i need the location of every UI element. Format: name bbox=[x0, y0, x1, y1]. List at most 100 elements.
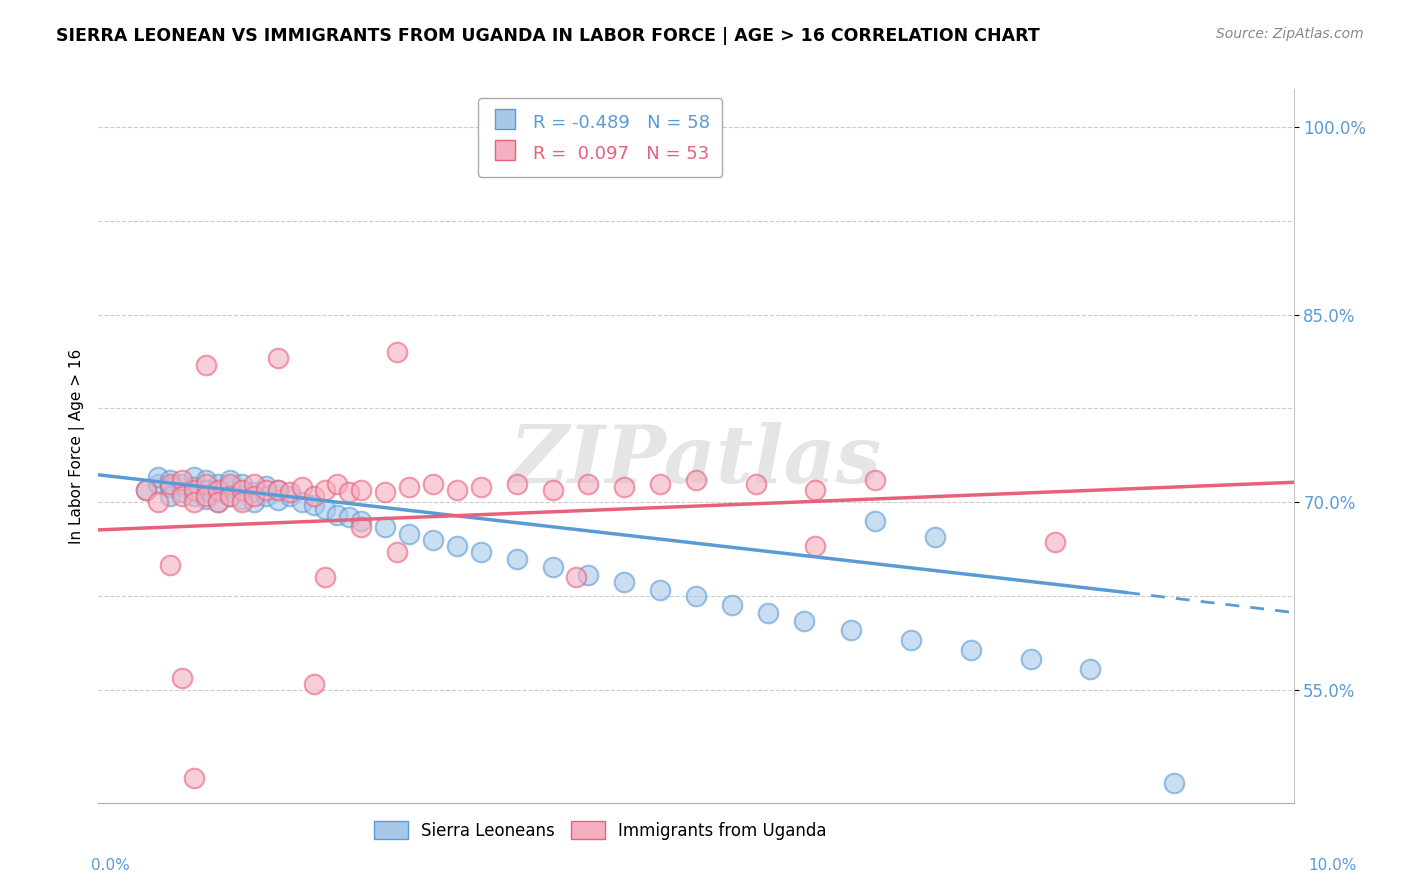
Point bbox=[900, 633, 922, 648]
Point bbox=[195, 489, 218, 503]
Point bbox=[207, 485, 229, 500]
Point bbox=[231, 483, 253, 497]
Point bbox=[302, 489, 325, 503]
Point bbox=[231, 483, 253, 497]
Point bbox=[613, 480, 636, 494]
Point bbox=[207, 495, 229, 509]
Point bbox=[278, 485, 301, 500]
Point bbox=[756, 606, 779, 620]
Point bbox=[470, 480, 492, 494]
Text: 0.0%: 0.0% bbox=[91, 858, 131, 872]
Point bbox=[148, 470, 170, 484]
Point bbox=[172, 489, 194, 503]
Point bbox=[315, 570, 337, 584]
Point bbox=[195, 483, 218, 497]
Point bbox=[183, 470, 205, 484]
Point bbox=[446, 539, 468, 553]
Point bbox=[254, 479, 277, 493]
Point bbox=[219, 476, 242, 491]
Legend: Sierra Leoneans, Immigrants from Uganda: Sierra Leoneans, Immigrants from Uganda bbox=[366, 814, 835, 848]
Point bbox=[231, 476, 253, 491]
Point bbox=[1019, 652, 1042, 666]
Point bbox=[398, 480, 420, 494]
Point bbox=[159, 480, 181, 494]
Text: SIERRA LEONEAN VS IMMIGRANTS FROM UGANDA IN LABOR FORCE | AGE > 16 CORRELATION C: SIERRA LEONEAN VS IMMIGRANTS FROM UGANDA… bbox=[56, 27, 1040, 45]
Text: ZIPatlas: ZIPatlas bbox=[510, 422, 882, 499]
Point bbox=[315, 483, 337, 497]
Point bbox=[339, 485, 361, 500]
Point bbox=[183, 480, 205, 494]
Point bbox=[804, 483, 827, 497]
Point bbox=[207, 483, 229, 497]
Point bbox=[721, 598, 744, 612]
Point bbox=[207, 495, 229, 509]
Point bbox=[506, 551, 529, 566]
Point bbox=[506, 476, 529, 491]
Point bbox=[960, 643, 983, 657]
Y-axis label: In Labor Force | Age > 16: In Labor Force | Age > 16 bbox=[69, 349, 84, 543]
Point bbox=[183, 771, 205, 785]
Point bbox=[302, 677, 325, 691]
Point bbox=[254, 489, 277, 503]
Point bbox=[172, 485, 194, 500]
Point bbox=[685, 473, 707, 487]
Point bbox=[172, 473, 194, 487]
Point bbox=[135, 483, 157, 497]
Point bbox=[613, 575, 636, 590]
Point bbox=[350, 520, 373, 534]
Point bbox=[219, 480, 242, 494]
Point bbox=[350, 483, 373, 497]
Point bbox=[374, 520, 396, 534]
Point bbox=[565, 570, 588, 584]
Point bbox=[302, 498, 325, 512]
Point bbox=[172, 476, 194, 491]
Point bbox=[195, 476, 218, 491]
Point bbox=[470, 545, 492, 559]
Text: Source: ZipAtlas.com: Source: ZipAtlas.com bbox=[1216, 27, 1364, 41]
Point bbox=[219, 489, 242, 503]
Point bbox=[219, 489, 242, 503]
Point bbox=[339, 510, 361, 524]
Point bbox=[745, 476, 768, 491]
Point bbox=[398, 526, 420, 541]
Point bbox=[315, 501, 337, 516]
Point bbox=[183, 495, 205, 509]
Point bbox=[841, 623, 863, 637]
Point bbox=[865, 514, 887, 528]
Point bbox=[326, 476, 349, 491]
Point bbox=[267, 483, 290, 497]
Point bbox=[231, 495, 253, 509]
Point bbox=[650, 476, 672, 491]
Point bbox=[148, 495, 170, 509]
Point bbox=[243, 485, 266, 500]
Point bbox=[578, 476, 600, 491]
Point bbox=[243, 495, 266, 509]
Point bbox=[326, 508, 349, 522]
Point bbox=[865, 473, 887, 487]
Point bbox=[446, 483, 468, 497]
Point bbox=[183, 483, 205, 497]
Point bbox=[267, 492, 290, 507]
Point bbox=[195, 358, 218, 372]
Point bbox=[1080, 662, 1102, 676]
Point bbox=[385, 545, 409, 559]
Point bbox=[159, 489, 181, 503]
Point bbox=[183, 489, 205, 503]
Point bbox=[135, 483, 157, 497]
Point bbox=[793, 614, 815, 628]
Point bbox=[243, 476, 266, 491]
Point bbox=[159, 558, 181, 572]
Point bbox=[243, 489, 266, 503]
Point bbox=[267, 351, 290, 366]
Point bbox=[159, 476, 181, 491]
Point bbox=[148, 476, 170, 491]
Point bbox=[195, 491, 218, 506]
Point bbox=[254, 483, 277, 497]
Text: 10.0%: 10.0% bbox=[1309, 858, 1357, 872]
Point bbox=[291, 480, 314, 494]
Point bbox=[804, 539, 827, 553]
Point bbox=[541, 560, 564, 574]
Point bbox=[924, 530, 946, 544]
Point bbox=[1043, 535, 1066, 549]
Point bbox=[267, 483, 290, 497]
